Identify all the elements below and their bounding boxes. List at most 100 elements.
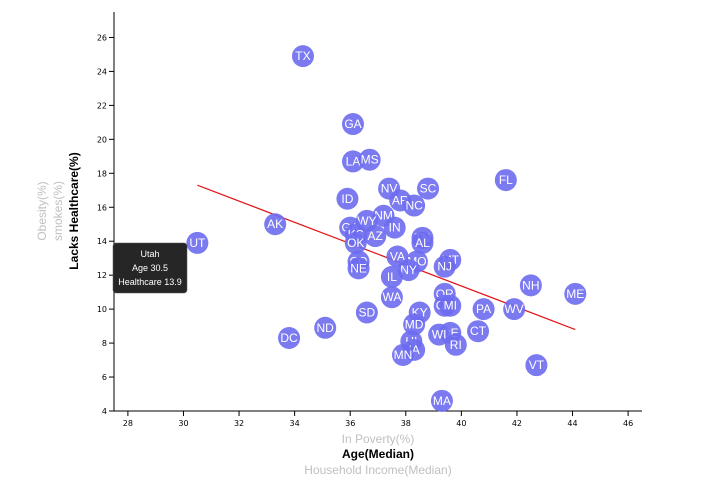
state-label: MA: [433, 394, 451, 408]
state-point-ri[interactable]: RI: [444, 333, 467, 356]
state-dot[interactable]: [291, 45, 314, 68]
state-label: MN: [394, 348, 413, 362]
state-label: WV: [504, 302, 523, 316]
state-point-nd[interactable]: ND: [314, 316, 337, 339]
state-dot[interactable]: [186, 231, 209, 254]
state-dot[interactable]: [430, 389, 453, 412]
x-label-poverty[interactable]: In Poverty(%): [342, 432, 415, 446]
state-point-pa[interactable]: PA: [472, 298, 495, 321]
state-point-ok[interactable]: OK: [344, 231, 367, 254]
state-point-wv[interactable]: WV: [503, 298, 526, 321]
tooltip: Utah Age 30.5 Healthcare 13.9: [112, 242, 188, 294]
state-dot[interactable]: [525, 354, 548, 377]
state-dot[interactable]: [392, 343, 415, 366]
state-point-id[interactable]: ID: [336, 187, 359, 210]
state-point-dc[interactable]: DC: [278, 326, 301, 349]
state-dot[interactable]: [467, 320, 490, 343]
state-label: IL: [387, 270, 397, 284]
y-tick-label: 20: [97, 135, 107, 144]
state-point-wa[interactable]: WA: [380, 286, 403, 309]
state-point-tx[interactable]: TX: [291, 45, 314, 68]
state-dot[interactable]: [494, 169, 517, 192]
state-point-ct[interactable]: CT: [467, 320, 490, 343]
x-tick-label: 46: [623, 419, 633, 428]
state-label: WI: [432, 328, 447, 342]
state-point-nc[interactable]: NC: [403, 194, 426, 217]
state-dot[interactable]: [264, 213, 287, 236]
state-label: WY: [357, 214, 376, 228]
state-point-sc[interactable]: SC: [417, 177, 440, 200]
state-dot[interactable]: [341, 113, 364, 136]
state-dot[interactable]: [380, 286, 403, 309]
state-dot[interactable]: [341, 150, 364, 173]
state-dot[interactable]: [564, 282, 587, 305]
state-point-al[interactable]: AL: [411, 231, 434, 254]
state-point-ga[interactable]: GA: [341, 113, 364, 136]
y-tick-label: 22: [97, 101, 107, 110]
state-label: LA: [346, 154, 361, 168]
x-label-income[interactable]: Household Income(Median): [304, 463, 451, 477]
x-tick-label: 30: [178, 419, 188, 428]
state-dot[interactable]: [278, 326, 301, 349]
x-tick-label: 40: [456, 419, 466, 428]
state-dot[interactable]: [383, 216, 406, 239]
state-dot[interactable]: [314, 316, 337, 339]
state-point-il[interactable]: IL: [380, 265, 403, 288]
state-dot[interactable]: [347, 257, 370, 280]
x-tick-label: 34: [290, 419, 300, 428]
state-label: ME: [566, 287, 584, 301]
x-tick-label: 38: [401, 419, 411, 428]
y-tick-label: 10: [97, 305, 107, 314]
state-point-ut[interactable]: UT: [186, 231, 209, 254]
state-dot[interactable]: [397, 259, 420, 282]
y-label-smokes[interactable]: smokes(%): [51, 181, 65, 241]
state-point-az[interactable]: AZ: [364, 225, 387, 248]
state-point-ma[interactable]: MA: [430, 389, 453, 412]
state-dot[interactable]: [358, 148, 381, 171]
state-point-nh[interactable]: NH: [519, 274, 542, 297]
state-point-sd[interactable]: SD: [355, 301, 378, 324]
state-dot[interactable]: [417, 177, 440, 200]
state-point-wi[interactable]: WI: [428, 323, 451, 346]
state-dot[interactable]: [444, 333, 467, 356]
state-dot[interactable]: [433, 255, 456, 278]
state-point-la[interactable]: LA: [341, 150, 364, 173]
state-point-ne[interactable]: NE: [347, 257, 370, 280]
state-dot[interactable]: [411, 231, 434, 254]
state-label: IA: [408, 343, 419, 357]
state-point-mn[interactable]: MN: [392, 343, 415, 366]
state-label: NC: [405, 199, 423, 213]
state-dot[interactable]: [519, 274, 542, 297]
y-tick-label: 4: [102, 407, 107, 416]
state-label: PA: [476, 302, 491, 316]
state-point-ak[interactable]: AK: [264, 213, 287, 236]
y-label-healthcare[interactable]: Lacks Healthcare(%): [67, 152, 81, 269]
state-point-md[interactable]: MD: [403, 313, 426, 336]
state-dot[interactable]: [355, 301, 378, 324]
state-dot[interactable]: [403, 194, 426, 217]
state-point-nj[interactable]: NJ: [433, 255, 456, 278]
state-point-fl[interactable]: FL: [494, 169, 517, 192]
x-label-age[interactable]: Age(Median): [342, 447, 414, 461]
state-dot[interactable]: [364, 225, 387, 248]
state-dot[interactable]: [403, 313, 426, 336]
state-label: DC: [280, 331, 298, 345]
state-dot[interactable]: [380, 265, 403, 288]
state-dot[interactable]: [336, 187, 359, 210]
x-axis: 28 30 32 34 36 38 40 42 44 46: [114, 410, 642, 428]
y-label-obesity[interactable]: Obesity(%): [35, 181, 49, 240]
state-point-me[interactable]: ME: [564, 282, 587, 305]
state-dot[interactable]: [428, 323, 451, 346]
state-point-ms[interactable]: MS: [358, 148, 381, 171]
state-label: NE: [350, 261, 367, 275]
y-tick-label: 14: [97, 237, 107, 246]
state-point-mi[interactable]: MI: [439, 294, 462, 317]
state-dot[interactable]: [439, 294, 462, 317]
state-point-in[interactable]: IN: [383, 216, 406, 239]
state-point-vt[interactable]: VT: [525, 354, 548, 377]
state-point-ny[interactable]: NY: [397, 259, 420, 282]
state-dot[interactable]: [503, 298, 526, 321]
state-dot[interactable]: [472, 298, 495, 321]
state-dot[interactable]: [344, 231, 367, 254]
state-label: MD: [405, 317, 424, 331]
